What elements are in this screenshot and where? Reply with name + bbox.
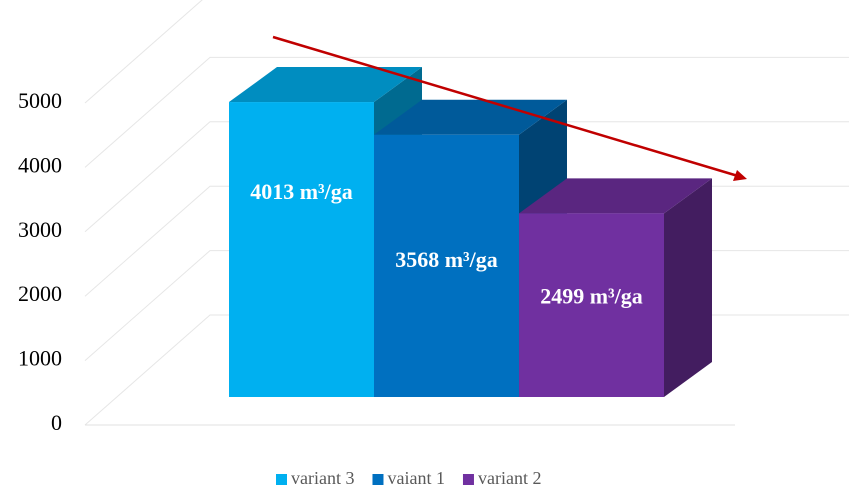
y-tick-label: 2000 <box>18 281 62 306</box>
bar-top <box>519 178 712 214</box>
trend-arrow-head <box>733 170 747 181</box>
trend-arrow <box>272 35 739 178</box>
grid-line <box>84 0 203 104</box>
legend-swatch <box>276 474 287 485</box>
bar-top <box>229 67 422 103</box>
legend-label: variant 2 <box>478 468 541 488</box>
y-tick-label: 1000 <box>18 346 62 371</box>
legend-label: vaiant 1 <box>387 468 444 488</box>
legend-swatch <box>462 474 474 485</box>
legend-swatch <box>372 474 384 485</box>
bar-side <box>664 178 712 397</box>
y-tick-label: 3000 <box>18 217 62 242</box>
y-tick-label: 4000 <box>18 152 62 177</box>
bar <box>229 102 374 398</box>
data-label: 3568 m³/ga <box>395 247 498 272</box>
data-label: 4013 m³/ga <box>250 179 353 204</box>
grid-line <box>84 56 849 168</box>
bar <box>519 213 664 397</box>
y-tick-label: 5000 <box>18 88 62 113</box>
data-label: 2499 m³/ga <box>540 283 643 308</box>
bar <box>374 134 519 397</box>
y-tick-label: 0 <box>51 410 62 435</box>
legend-label: variant 3 <box>291 468 354 488</box>
grid-line <box>84 121 849 233</box>
bar-top <box>374 99 567 135</box>
